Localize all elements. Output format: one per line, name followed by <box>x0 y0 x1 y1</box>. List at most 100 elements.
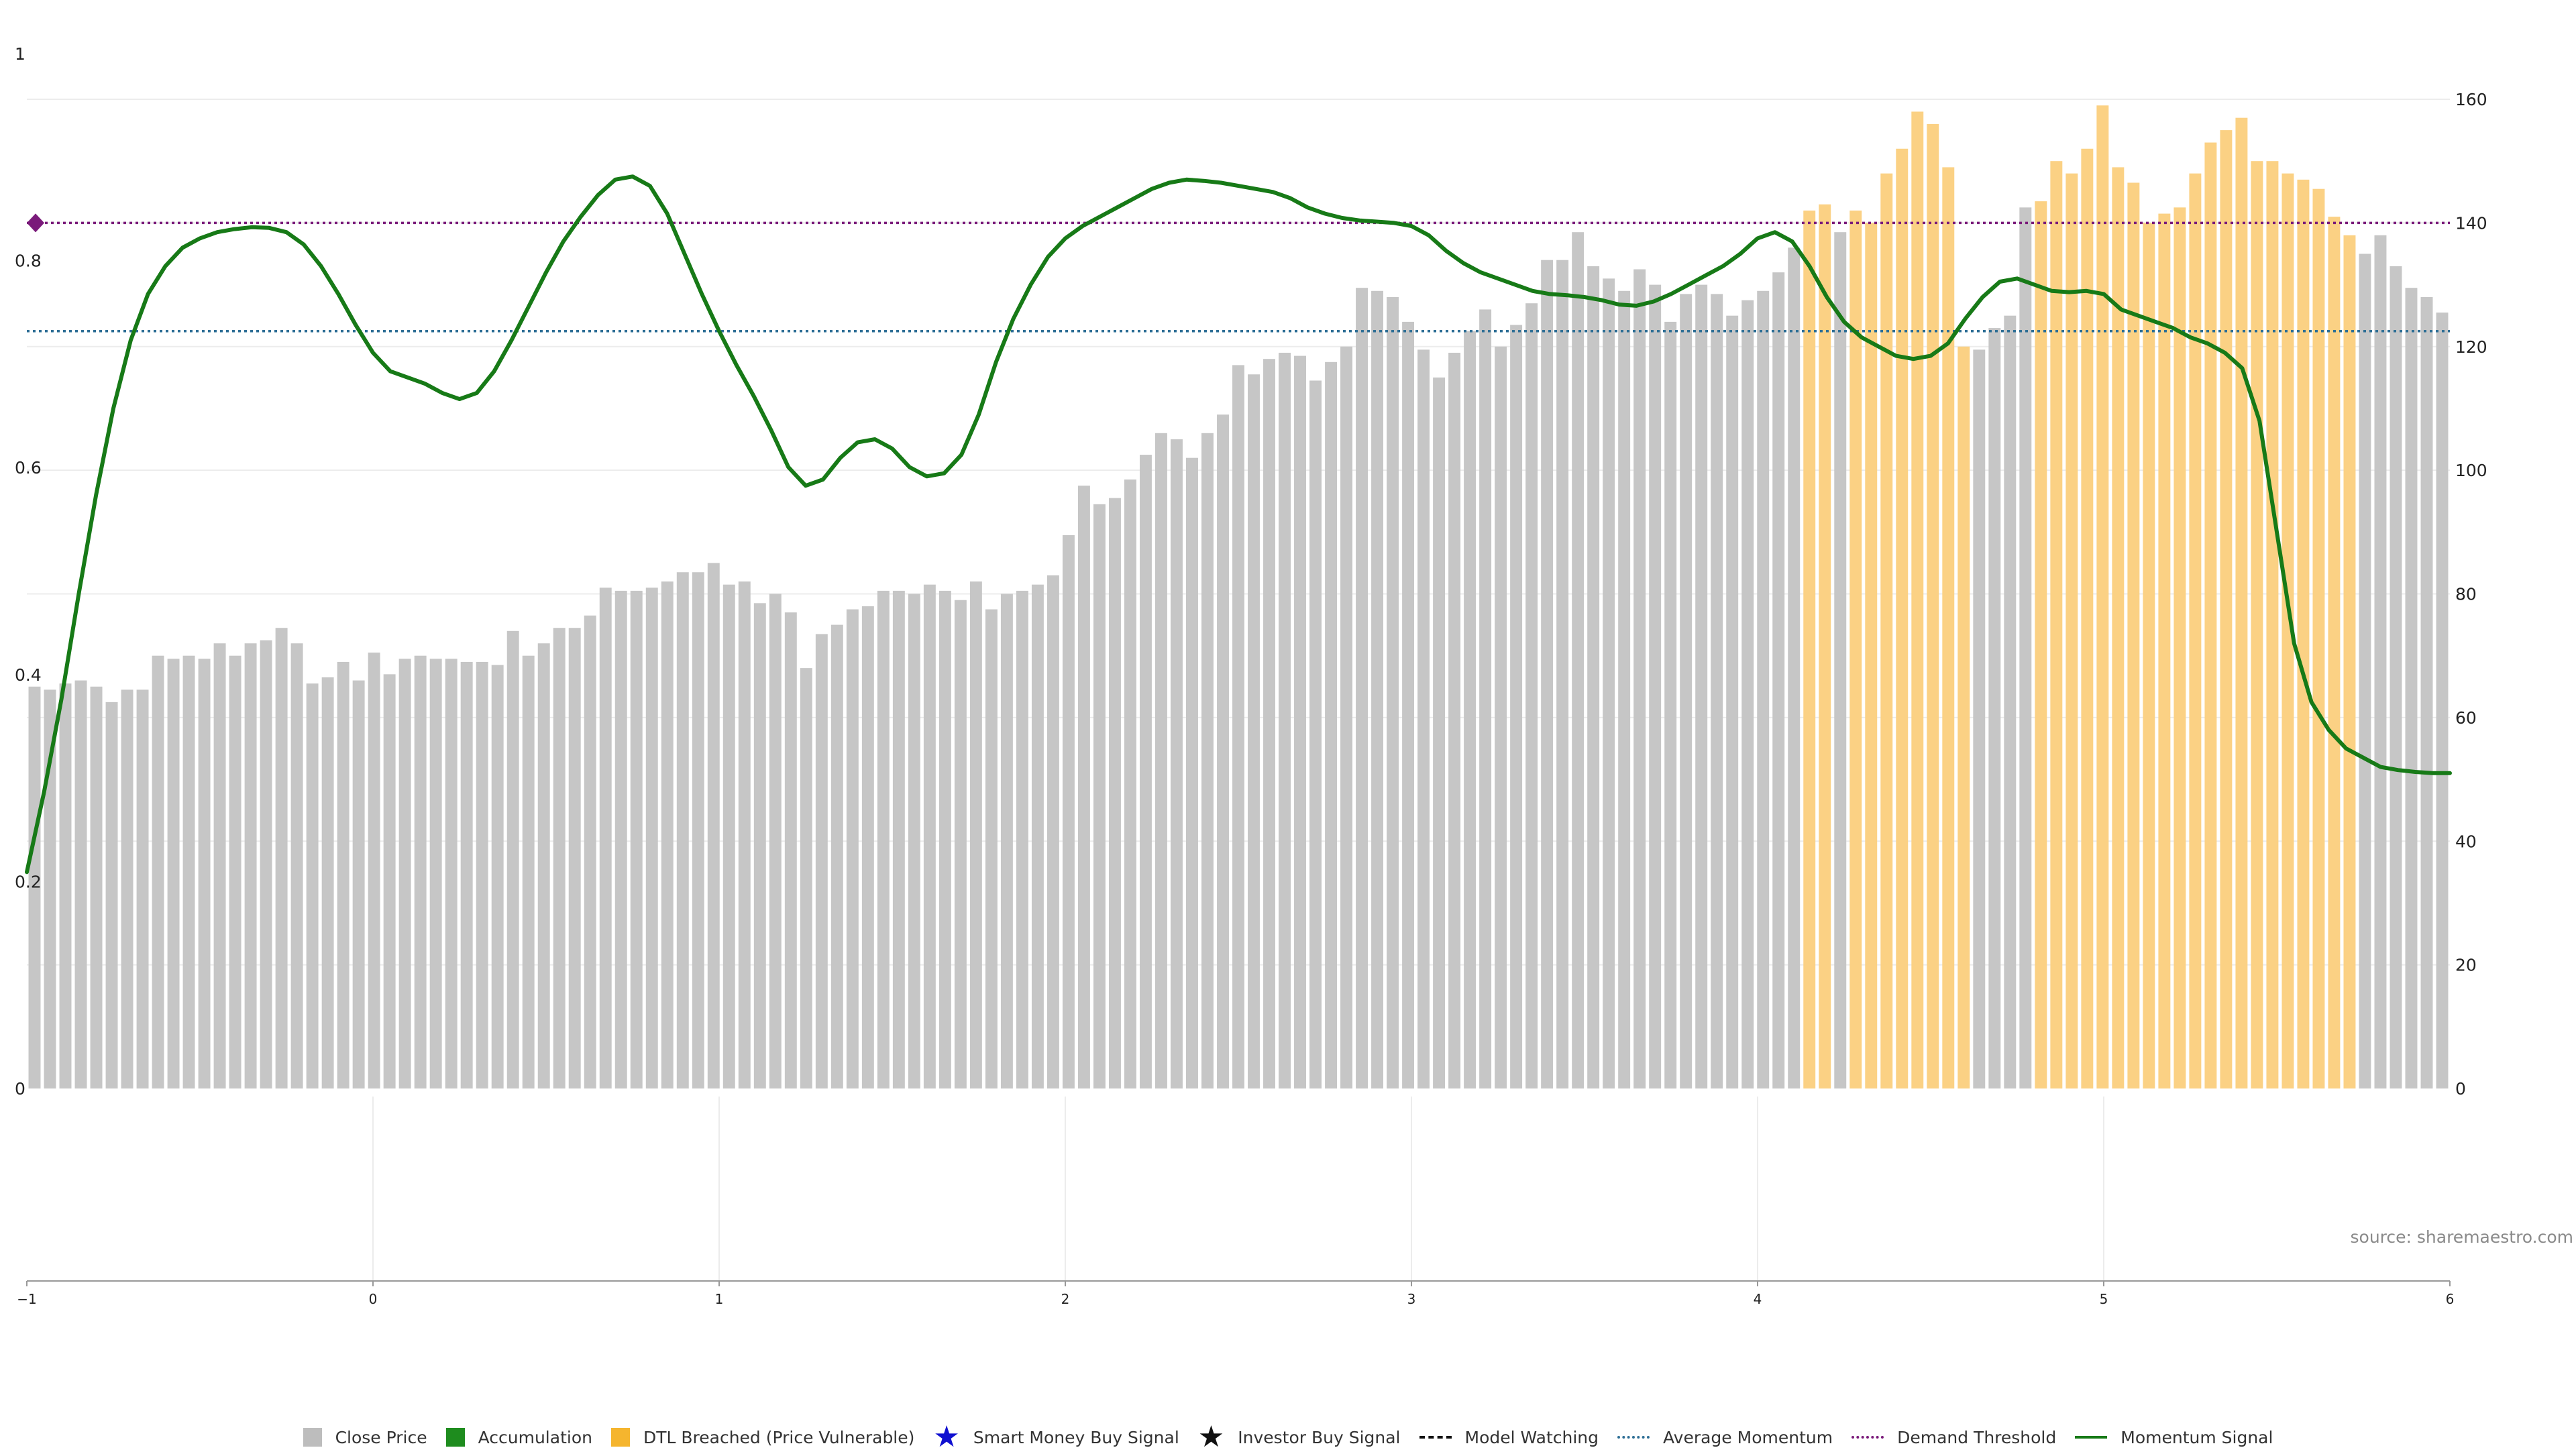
close-price-bar <box>352 680 365 1088</box>
legend-swatch <box>610 1428 630 1447</box>
legend-item: Demand Threshold <box>1851 1428 2056 1447</box>
close-price-bar <box>614 590 627 1088</box>
close-price-bar <box>1711 294 1723 1088</box>
reference-lines <box>27 213 2450 333</box>
close-price-bar <box>1031 584 1044 1088</box>
close-price-bar <box>1433 377 1446 1088</box>
close-price-bar <box>213 643 226 1088</box>
close-price-bar <box>599 588 612 1088</box>
close-price-bar <box>1108 498 1121 1088</box>
close-price-bar <box>1587 266 1600 1088</box>
close-price-bar <box>630 590 643 1088</box>
dtl-breached-bar <box>2328 217 2341 1088</box>
close-price-bar <box>368 653 380 1088</box>
legend-label: Investor Buy Signal <box>1238 1427 1401 1447</box>
close-price-bar <box>2019 207 2032 1089</box>
close-price-bar <box>1077 486 1090 1088</box>
close-price-bar <box>1248 374 1260 1088</box>
momentum-signal-line <box>25 174 2452 875</box>
close-price-bar <box>861 606 874 1088</box>
momentum-signal-path <box>25 174 2452 875</box>
close-price-bar <box>1988 328 2001 1089</box>
close-price-bar <box>753 603 766 1088</box>
close-price-bar <box>337 661 350 1088</box>
close-price-bar <box>1572 232 1585 1089</box>
right-tick-label: 140 <box>2455 213 2487 233</box>
close-price-bar <box>1402 321 1415 1089</box>
legend-item: ★ Investor Buy Signal <box>1198 1422 1401 1452</box>
right-tick-label: 40 <box>2455 832 2477 851</box>
close-price-bar <box>90 686 103 1088</box>
close-price-bar <box>769 594 782 1088</box>
close-price-bar <box>1279 352 1291 1088</box>
dtl-breached-bar <box>2143 223 2155 1089</box>
close-price-bar <box>1448 352 1461 1088</box>
close-price-bar <box>275 628 288 1088</box>
dtl-breached-bar <box>2312 188 2325 1088</box>
close-price-bar <box>692 572 704 1088</box>
dtl-breached-bar <box>2112 167 2125 1088</box>
x-tick-label: 6 <box>2446 1291 2455 1307</box>
lower-panel-grid <box>372 1097 2104 1281</box>
dtl-breached-bar <box>2096 105 2109 1089</box>
close-price-bar <box>1556 260 1569 1089</box>
close-price-bar <box>1124 479 1136 1088</box>
close-price-bar <box>1387 297 1399 1088</box>
close-price-bar <box>2374 235 2387 1088</box>
close-price-bar <box>1217 414 1229 1088</box>
x-tick-label: 5 <box>2100 1291 2108 1307</box>
close-price-bar <box>1155 433 1167 1088</box>
legend: Close Price Accumulation DTL Breached (Pri… <box>0 1420 2576 1454</box>
close-price-bar <box>321 677 334 1088</box>
dtl-breached-bar <box>2266 161 2279 1089</box>
dtl-breached-bar <box>2220 130 2233 1089</box>
legend-item: ★ Smart Money Buy Signal <box>933 1422 1179 1452</box>
close-price-bar <box>954 600 967 1088</box>
close-price-bar <box>584 615 596 1088</box>
close-price-bar <box>506 630 519 1088</box>
close-price-bar <box>414 655 427 1088</box>
dtl-breached-bar <box>2035 201 2047 1088</box>
right-axis: 0 20 40 60 80 100 120 140 160 <box>2455 90 2487 1099</box>
dtl-breached-bar <box>2158 213 2171 1088</box>
close-price-bar <box>969 581 982 1088</box>
close-price-bar <box>105 702 118 1088</box>
close-price-bar <box>645 588 658 1088</box>
dtl-breached-bar <box>1911 111 1924 1089</box>
legend-swatch <box>303 1428 322 1447</box>
close-price-bar <box>1417 349 1430 1088</box>
close-price-bar <box>429 659 442 1088</box>
dtl-breached-bar <box>1957 346 1970 1088</box>
close-price-bar <box>738 581 751 1088</box>
legend-label: Momentum Signal <box>2121 1427 2273 1447</box>
close-price-bar <box>892 590 905 1088</box>
dtl-breached-bar <box>2081 148 2094 1088</box>
dtl-breached-bar <box>1896 148 1909 1088</box>
close-price-bar <box>1664 321 1677 1089</box>
x-tick-label: 4 <box>1754 1291 1762 1307</box>
close-price-bar <box>476 661 488 1088</box>
dtl-breached-bar <box>2204 142 2217 1088</box>
close-price-bar <box>1495 346 1507 1088</box>
close-price-bar <box>2420 297 2433 1088</box>
close-price-bar <box>985 609 998 1088</box>
x-tick-label: 0 <box>369 1291 378 1307</box>
legend-swatch <box>445 1428 465 1447</box>
close-price-bar <box>152 655 164 1088</box>
legend-label: Model Watching <box>1464 1427 1599 1447</box>
dtl-breached-bar <box>2174 207 2186 1089</box>
close-price-bar <box>938 590 951 1088</box>
close-price-bar <box>1633 269 1646 1088</box>
dtl-breached-bar <box>2127 182 2140 1089</box>
legend-line-swatch <box>1617 1436 1650 1439</box>
close-price-bar <box>1834 232 1847 1089</box>
close-price-bar <box>2004 315 2017 1088</box>
close-price-bar <box>398 659 411 1088</box>
right-tick-label: 120 <box>2455 337 2487 357</box>
close-price-bar <box>1525 303 1538 1089</box>
close-price-bar <box>1371 290 1384 1088</box>
x-axis: −1 0 1 2 3 4 5 6 <box>17 1280 2455 1307</box>
legend-item: Accumulation <box>445 1428 592 1447</box>
legend-label: Demand Threshold <box>1897 1427 2057 1447</box>
dtl-breached-bar <box>2282 173 2294 1089</box>
